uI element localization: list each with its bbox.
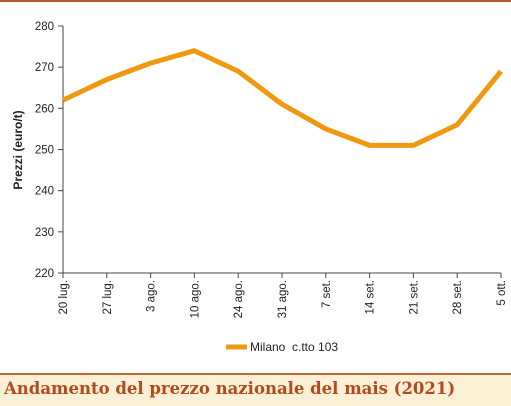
y-tick-label: 280 xyxy=(35,21,54,33)
y-tick-label: 230 xyxy=(35,227,54,239)
y-tick-label: 240 xyxy=(35,186,54,198)
x-tick-label: 5 ott. xyxy=(496,280,508,306)
y-tick-label: 220 xyxy=(35,268,54,280)
x-tick-label: 21 set. xyxy=(408,280,420,315)
caption-bar: Andamento del prezzo nazionale del mais … xyxy=(0,373,511,406)
x-tick-label: 14 set. xyxy=(365,280,377,315)
y-tick-label: 270 xyxy=(35,62,54,74)
y-axis-title: Prezzi (euro/t) xyxy=(11,110,25,189)
series-line xyxy=(61,48,503,148)
x-tick-label: 24 ago. xyxy=(233,280,245,318)
x-tick-label: 31 ago. xyxy=(277,280,289,318)
x-tick-label: 28 set. xyxy=(452,280,464,315)
x-tick-label: 10 ago. xyxy=(189,280,201,318)
chart-caption: Andamento del prezzo nazionale del mais … xyxy=(4,379,456,398)
y-tick-label: 250 xyxy=(35,145,54,157)
x-tick-label: 7 set. xyxy=(321,280,333,308)
y-tick-label: 260 xyxy=(35,103,54,115)
x-tick-label: 20 lug. xyxy=(58,280,70,315)
x-tick-label: 3 ago. xyxy=(146,280,158,312)
legend-label: Milano c.tto 103 xyxy=(250,340,338,354)
top-rule xyxy=(0,0,511,2)
line-chart: 220 230 240 250 260 270 280 20 lug. 27 lug. 3 ago… xyxy=(11,21,508,354)
x-tick-label: 27 lug. xyxy=(102,280,114,315)
